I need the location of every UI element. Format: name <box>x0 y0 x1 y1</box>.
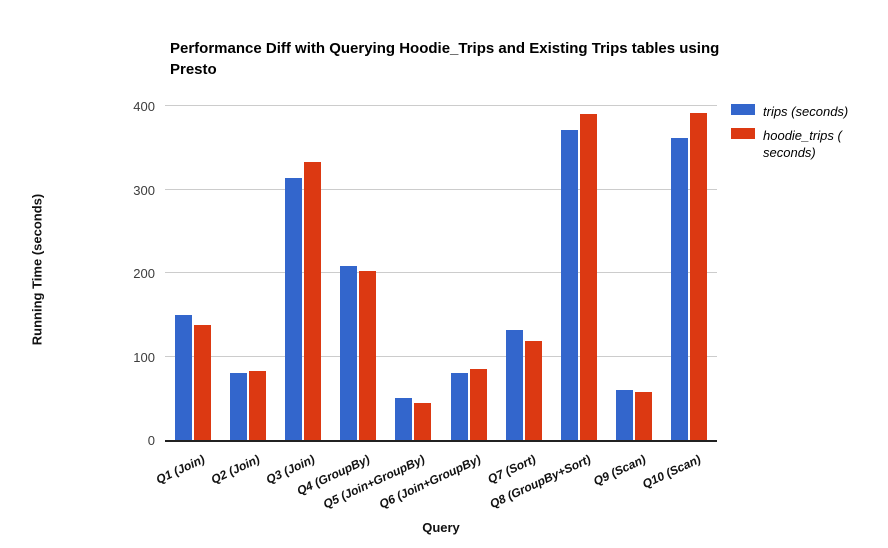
bar-hoodie-trips-1 <box>193 324 211 440</box>
bar-trips-5 <box>395 398 413 440</box>
bar-group-10 <box>662 106 717 440</box>
x-category-label-6: Q6 (Join+GroupBy) <box>376 452 483 512</box>
legend-swatch-1 <box>731 104 755 115</box>
bar-groups <box>165 106 717 440</box>
bar-trips-3 <box>285 177 302 440</box>
legend-label-2: hoodie_trips (seconds) <box>763 128 842 160</box>
legend-item-2: hoodie_trips (seconds) <box>731 127 881 161</box>
bar-hoodie-trips-7 <box>524 341 542 440</box>
bar-group-2 <box>220 106 275 440</box>
bar-hoodie-trips-6 <box>469 369 487 440</box>
bar-trips-8 <box>561 130 579 440</box>
x-category-label-8: Q8 (GroupBy+Sort) <box>487 452 593 512</box>
bar-group-9 <box>607 106 662 440</box>
bar-hoodie-trips-3 <box>304 161 321 440</box>
bar-trips-4 <box>340 266 358 440</box>
bar-trips-1 <box>174 314 192 440</box>
bar-trips-2 <box>229 373 247 440</box>
legend-item-1: trips (seconds) <box>731 103 881 120</box>
bar-hoodie-trips-8 <box>580 114 598 440</box>
y-tick-label-0: 0 <box>147 433 155 448</box>
bar-hoodie-trips-10 <box>690 112 708 440</box>
bar-trips-10 <box>671 137 689 440</box>
y-axis-title: Running Time (seconds) <box>29 193 45 346</box>
gridline-100 <box>165 355 717 357</box>
x-category-label-9: Q9 (Scan) <box>591 452 649 489</box>
gridline-200 <box>165 272 717 273</box>
gridline-400 <box>165 105 717 106</box>
y-tick-label-100: 100 <box>133 349 155 365</box>
x-category-label-2: Q2 (Join) <box>208 452 262 487</box>
bar-hoodie-trips-9 <box>635 391 653 440</box>
bar-hoodie-trips-4 <box>359 271 377 440</box>
bar-hoodie-trips-5 <box>414 403 432 440</box>
plot-area <box>165 105 717 442</box>
bar-group-1 <box>165 106 220 440</box>
bar-group-5 <box>386 106 441 440</box>
x-axis-title: Query <box>422 520 460 535</box>
chart-title: Performance Diff with Querying Hoodie_Tr… <box>170 40 720 78</box>
bar-trips-9 <box>616 389 634 440</box>
gridline-300 <box>165 188 717 190</box>
bar-group-8 <box>551 106 606 440</box>
legend: trips (seconds) hoodie_trips (seconds) <box>731 103 881 168</box>
bar-hoodie-trips-2 <box>248 370 266 440</box>
legend-label-1: trips (seconds) <box>763 104 849 119</box>
y-tick-label-300: 300 <box>133 182 155 198</box>
bar-trips-6 <box>450 373 468 440</box>
y-tick-label-200: 200 <box>133 266 155 281</box>
bar-group-6 <box>441 106 496 440</box>
bar-group-3 <box>275 106 330 440</box>
legend-swatch-2 <box>731 128 755 139</box>
x-category-label-10: Q10 (Scan) <box>640 452 704 492</box>
bar-trips-7 <box>505 329 523 440</box>
bar-group-4 <box>331 106 386 440</box>
bar-group-7 <box>496 106 551 440</box>
x-category-label-1: Q1 (Join) <box>153 452 207 487</box>
y-tick-label-400: 400 <box>133 99 155 114</box>
